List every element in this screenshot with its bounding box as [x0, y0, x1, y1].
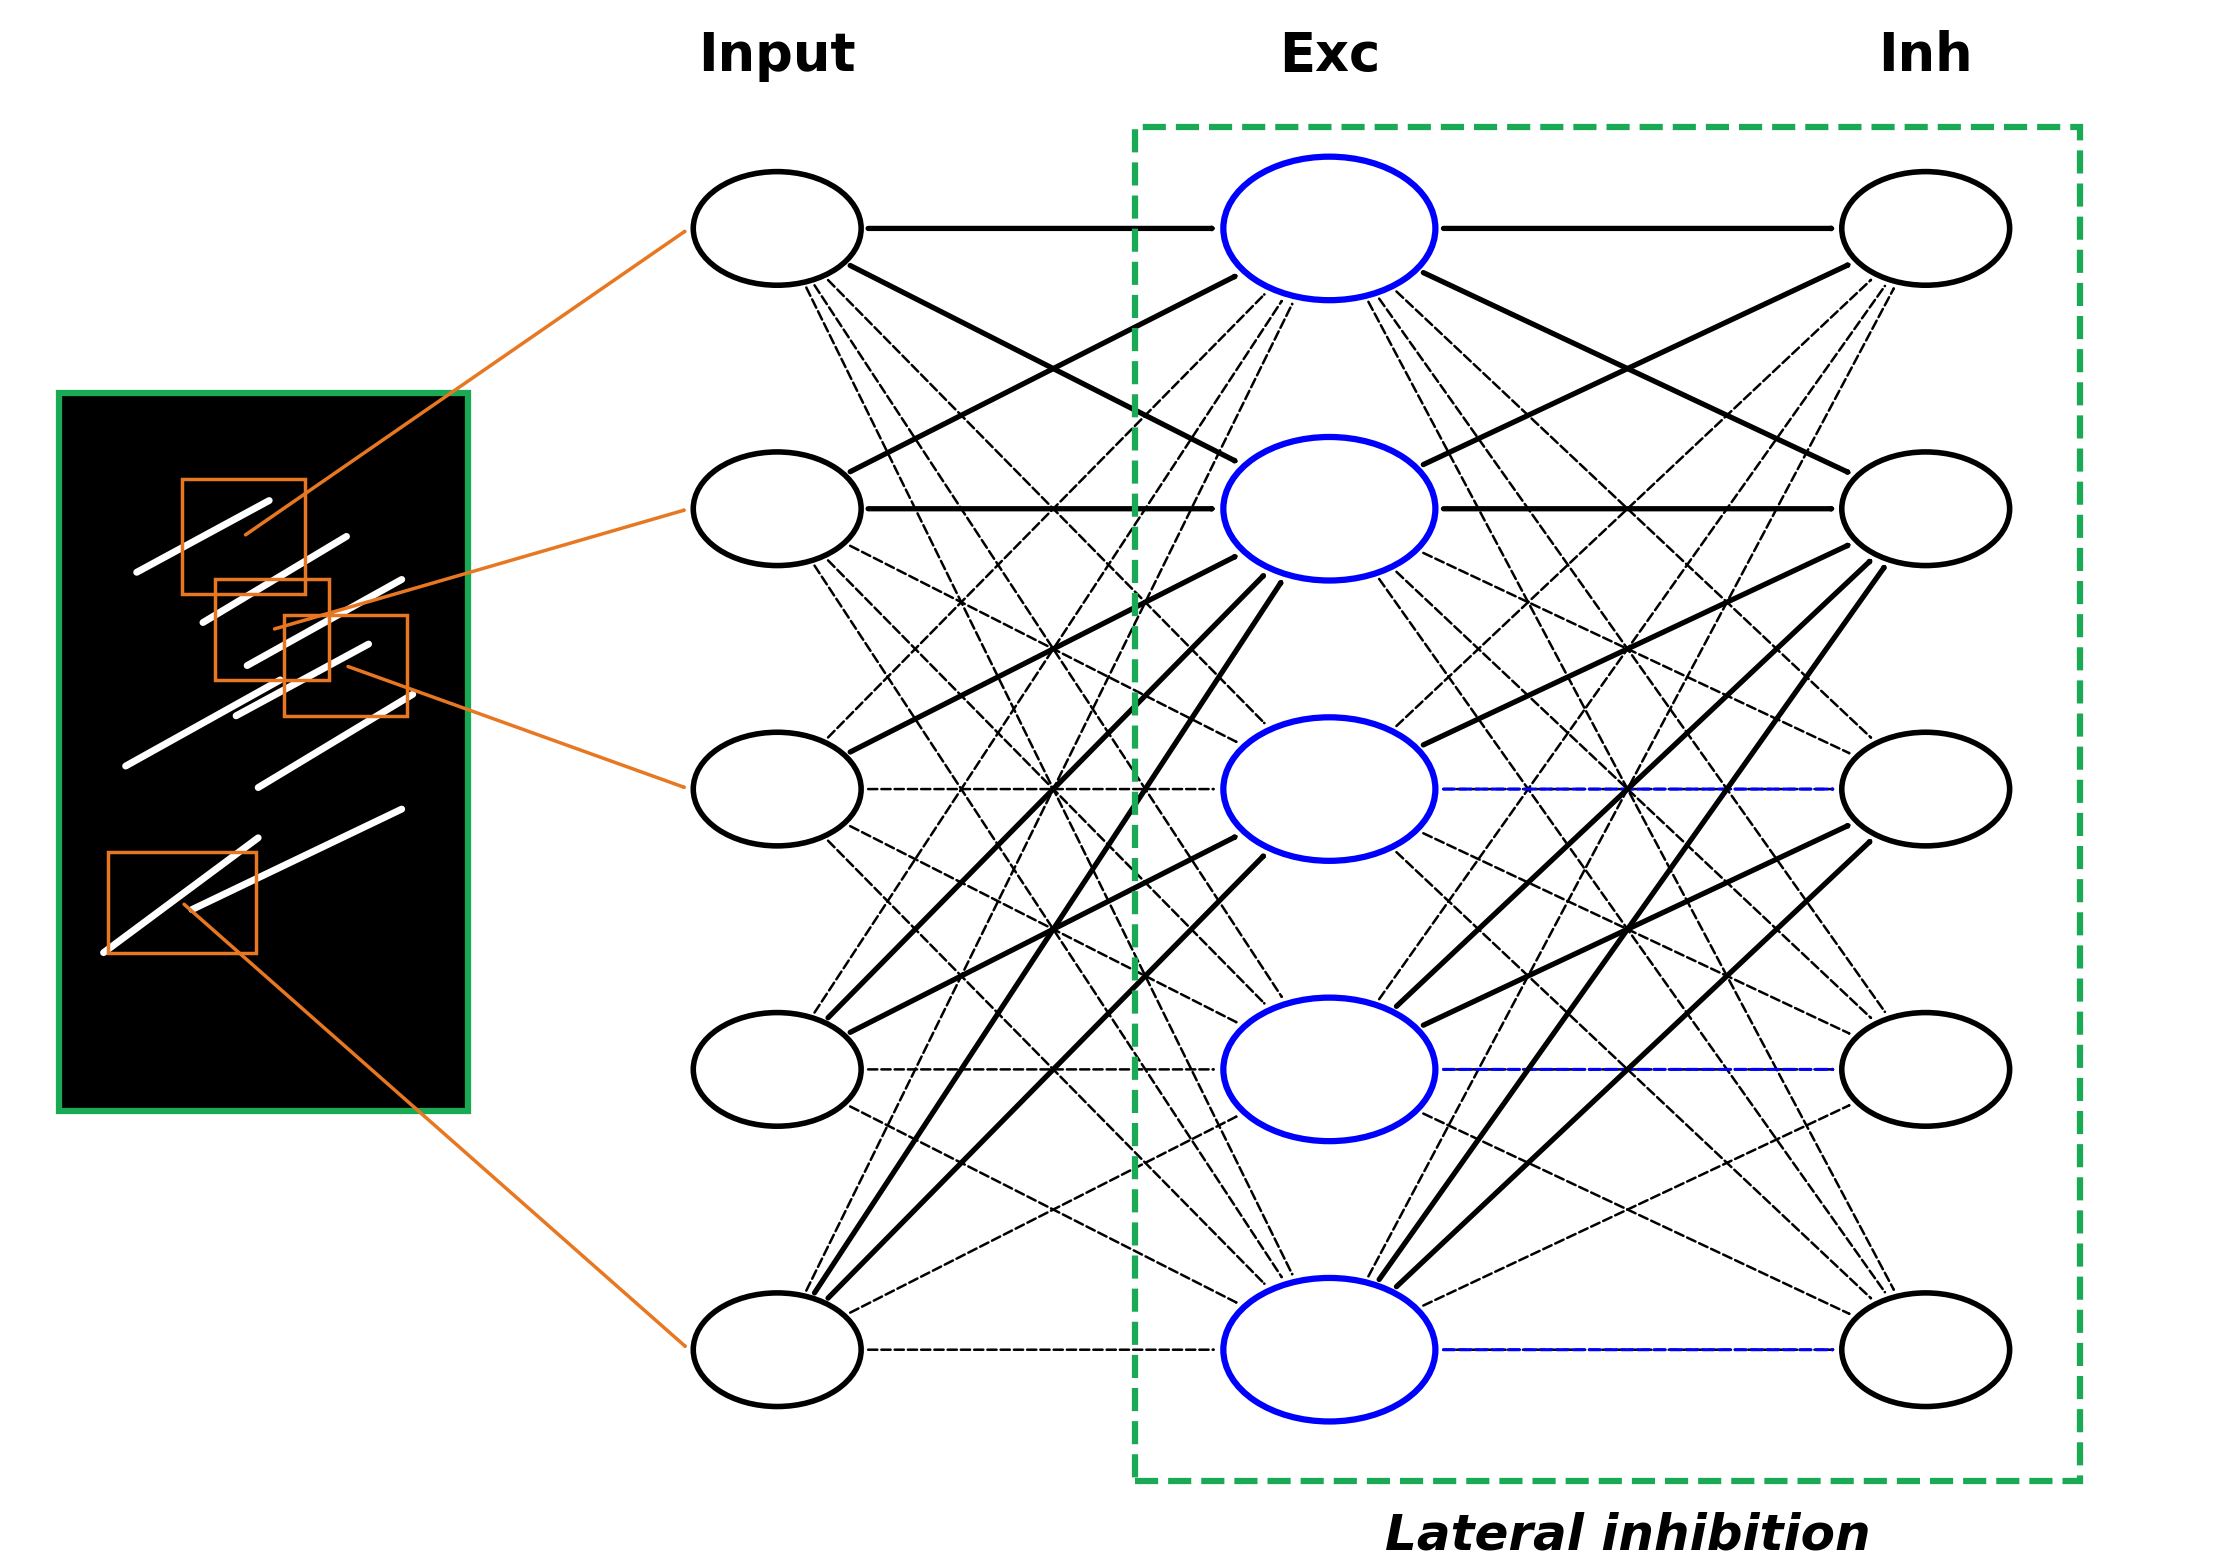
Text: Input: Input [698, 30, 856, 81]
FancyBboxPatch shape [60, 393, 468, 1110]
Circle shape [694, 172, 860, 286]
Circle shape [694, 453, 860, 565]
Text: Exc: Exc [1279, 30, 1379, 81]
Circle shape [1842, 1013, 2009, 1125]
Circle shape [1224, 718, 1434, 860]
Circle shape [1842, 732, 2009, 846]
Circle shape [1842, 172, 2009, 286]
Circle shape [1842, 453, 2009, 565]
Circle shape [694, 1293, 860, 1406]
Circle shape [1842, 1293, 2009, 1406]
Circle shape [1224, 1278, 1434, 1422]
Circle shape [694, 1013, 860, 1125]
Circle shape [1224, 997, 1434, 1141]
Circle shape [694, 732, 860, 846]
Circle shape [1224, 156, 1434, 300]
Text: Inh: Inh [1878, 30, 1973, 81]
Text: Lateral inhibition: Lateral inhibition [1386, 1511, 1871, 1559]
Circle shape [1224, 437, 1434, 581]
